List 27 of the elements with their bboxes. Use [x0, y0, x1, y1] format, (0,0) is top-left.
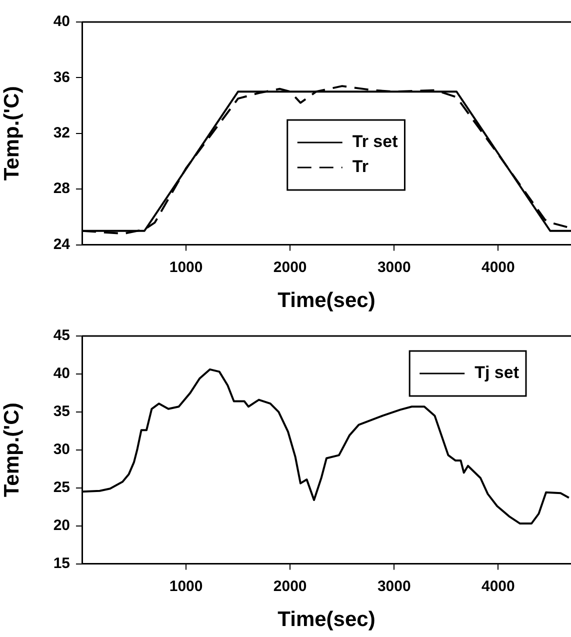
- y-tick-label: 40: [53, 13, 70, 30]
- y-tick-label: 36: [53, 68, 70, 86]
- y-axis-title: Temp.('C): [0, 86, 24, 181]
- x-tick-label: 3000: [377, 578, 411, 595]
- y-tick-label: 32: [53, 124, 70, 142]
- y-tick-label: 25: [53, 479, 70, 496]
- y-tick-label: 24: [53, 236, 71, 253]
- y-tick-label: 45: [53, 327, 70, 344]
- legend-label: Tj set: [474, 363, 520, 382]
- y-axis-title: Temp.('C): [0, 402, 24, 498]
- x-tick-label: 4000: [481, 258, 515, 276]
- x-axis-title: Time(sec): [278, 289, 376, 312]
- y-tick-label: 28: [53, 180, 70, 198]
- x-tick-label: 1000: [169, 578, 203, 595]
- x-tick-label: 2000: [273, 258, 307, 276]
- y-tick-label: 15: [53, 554, 70, 572]
- legend-label: Tr set: [352, 132, 398, 152]
- x-tick-label: 2000: [273, 578, 307, 595]
- y-tick-label: 35: [53, 403, 70, 420]
- y-tick-label: 30: [53, 441, 70, 458]
- legend-label: Tr: [352, 157, 369, 176]
- x-tick-label: 4000: [481, 578, 515, 595]
- x-axis-title: Time(sec): [278, 608, 376, 632]
- y-tick-label: 40: [53, 365, 70, 382]
- x-tick-label: 3000: [377, 258, 411, 276]
- y-tick-label: 20: [53, 516, 70, 534]
- x-tick-label: 1000: [169, 258, 203, 276]
